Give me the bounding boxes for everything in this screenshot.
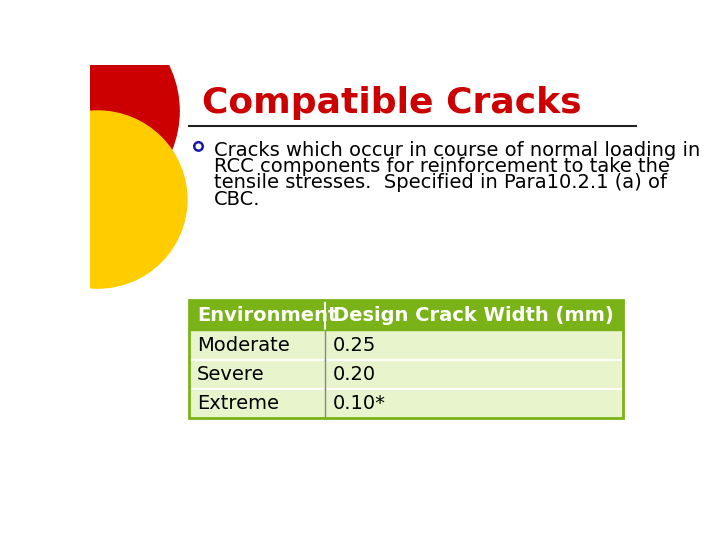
Text: Cracks which occur in course of normal loading in: Cracks which occur in course of normal l… xyxy=(214,141,701,160)
FancyBboxPatch shape xyxy=(189,389,624,418)
Text: RCC components for reinforcement to take the: RCC components for reinforcement to take… xyxy=(214,157,670,176)
Text: Environment: Environment xyxy=(197,306,338,325)
Text: tensile stresses.  Specified in Para10.2.1 (a) of: tensile stresses. Specified in Para10.2.… xyxy=(214,173,667,192)
Text: CBC.: CBC. xyxy=(214,190,261,208)
FancyBboxPatch shape xyxy=(189,330,624,360)
Text: Design Crack Width (mm): Design Crack Width (mm) xyxy=(333,306,613,325)
Circle shape xyxy=(0,7,179,215)
Text: 0.25: 0.25 xyxy=(333,335,376,355)
FancyBboxPatch shape xyxy=(189,300,624,330)
Text: 0.20: 0.20 xyxy=(333,365,376,384)
FancyBboxPatch shape xyxy=(189,360,624,389)
Text: Compatible Cracks: Compatible Cracks xyxy=(202,86,582,120)
Text: Moderate: Moderate xyxy=(197,335,289,355)
Text: Severe: Severe xyxy=(197,365,264,384)
Circle shape xyxy=(9,111,187,288)
Text: 0.10*: 0.10* xyxy=(333,394,386,413)
Text: Extreme: Extreme xyxy=(197,394,279,413)
